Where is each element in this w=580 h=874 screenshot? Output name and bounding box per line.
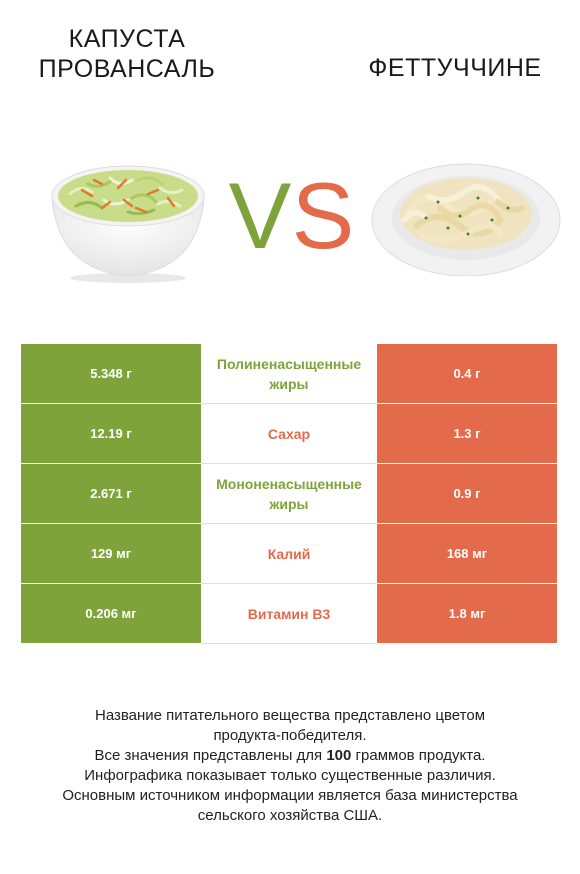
vs-emblem: V S [229, 163, 355, 260]
right-product-title: ФЕТТУЧЧИНЕ [368, 54, 542, 82]
nutrient-label: Полиненасыщенные жиры [216, 355, 362, 392]
table-row: 12.19 г Сахар 1.3 г [21, 404, 557, 464]
right-value: 1.3 г [377, 404, 557, 464]
nutrient-label: Сахар [267, 425, 311, 442]
footer-line: продукта-победителя. [213, 727, 367, 744]
left-value: 12.19 г [21, 404, 201, 464]
left-product-title: КАПУСТА ПРОВАНСАЛЬ [22, 24, 232, 84]
comparison-table: 5.348 г Полиненасыщенные жиры 0.4 г 12.1… [21, 344, 557, 644]
left-value: 129 мг [21, 524, 201, 584]
left-value: 5.348 г [21, 344, 201, 404]
footer-notes: Название питательного вещества представл… [20, 706, 560, 826]
nutrient-label: Витамин B3 [247, 605, 331, 622]
fettuccine-plate-image [371, 163, 561, 276]
left-value: 0.206 мг [21, 584, 201, 644]
footer-line: Инфографика показывает только существенн… [84, 767, 496, 784]
table-row: 0.206 мг Витамин B3 1.8 мг [21, 584, 557, 644]
right-value: 0.9 г [377, 464, 557, 524]
left-title-line2: ПРОВАНСАЛЬ [38, 55, 216, 83]
footer-line: сельского хозяйства США. [197, 807, 383, 824]
right-value: 1.8 мг [377, 584, 557, 644]
table-row: 2.671 г Мононенасыщенные жиры 0.9 г [21, 464, 557, 524]
right-value: 168 мг [377, 524, 557, 584]
left-value: 2.671 г [21, 464, 201, 524]
right-value: 0.4 г [377, 344, 557, 404]
vs-letter-s: S [292, 163, 355, 260]
coleslaw-bowl-image [51, 165, 205, 283]
footer-text: граммов продукта. [351, 747, 486, 764]
nutrient-label: Мононенасыщенные жиры [216, 475, 362, 512]
footer-line: Основным источником информации является … [62, 787, 518, 804]
left-title-line1: КАПУСТА [68, 25, 186, 53]
footer-line: Название питательного вещества представл… [94, 707, 486, 724]
table-row: 129 мг Калий 168 мг [21, 524, 557, 584]
footer-amount: 100 [326, 747, 352, 764]
nutrient-label: Калий [267, 545, 311, 562]
table-row: 5.348 г Полиненасыщенные жиры 0.4 г [21, 344, 557, 404]
vs-letter-v: V [229, 163, 292, 260]
footer-line: Все значения представлены для 100 граммо… [20, 746, 560, 766]
footer-text: Все значения представлены для [94, 747, 327, 764]
